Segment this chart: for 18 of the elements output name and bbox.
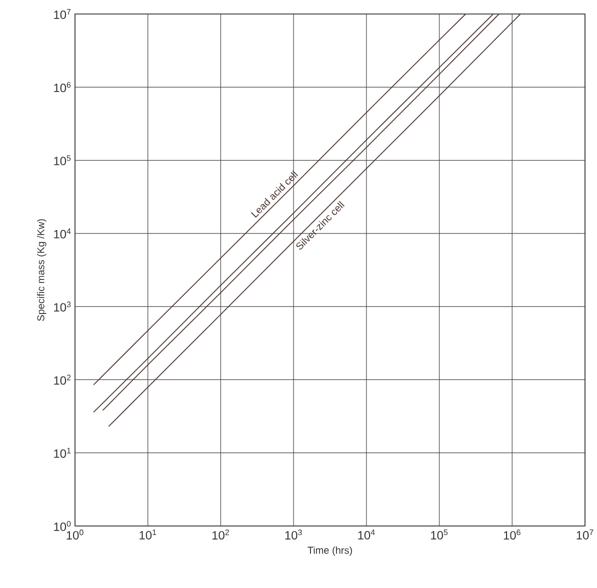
y-tick-label: 10$^{3}$	[54, 302, 71, 312]
y-tick-label: 10$^{0}$	[54, 520, 71, 532]
x-tick-label: 10$^{2}$	[212, 530, 229, 540]
x-tick-label: 10$^{7}$	[576, 530, 594, 540]
x-tick-label: 10$^{1}$	[140, 530, 156, 540]
x-tick-label: 10$^{0}$	[66, 530, 84, 540]
x-tick-label: 10$^{5}$	[431, 530, 448, 540]
y-tick-label: 10$^{7}$	[54, 9, 71, 19]
y-tick-label: 10$^{1}$	[54, 448, 71, 458]
y-tick-label: 10$^{5}$	[54, 155, 71, 166]
x-axis-title: Time (hrs)	[308, 546, 352, 556]
y-tick-label: 10$^{4}$	[54, 228, 71, 238]
x-tick-label: 10$^{4}$	[358, 530, 375, 540]
y-axis-title: Specific mass (Kg /Kw)	[36, 219, 46, 321]
y-tick-label: 10$^{2}$	[54, 374, 71, 385]
x-tick-label: 10$^{6}$	[504, 530, 520, 540]
y-tick-label: 10$^{6}$	[54, 82, 71, 92]
x-tick-label: 10$^{3}$	[285, 530, 302, 540]
